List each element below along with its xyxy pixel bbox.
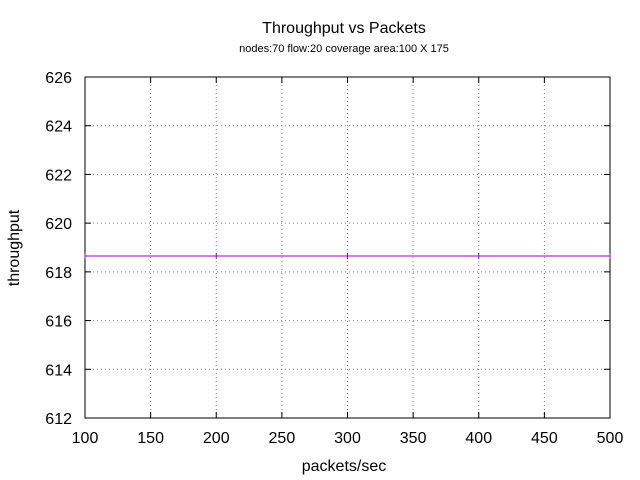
ticks: 100 150 200 250 300 350 400 450 500 612 614 616 618 6… bbox=[45, 70, 623, 447]
x-tick-label: 150 bbox=[137, 430, 164, 447]
x-tick-label: 300 bbox=[334, 430, 361, 447]
x-tick-label: 200 bbox=[203, 430, 230, 447]
y-tick-label: 618 bbox=[45, 265, 72, 282]
y-tick-label: 624 bbox=[45, 119, 72, 136]
y-tick-label: 614 bbox=[45, 362, 72, 379]
x-tick-label: 350 bbox=[400, 430, 427, 447]
x-tick-label: 400 bbox=[465, 430, 492, 447]
x-tick-label: 100 bbox=[72, 430, 99, 447]
x-tick-label: 500 bbox=[597, 430, 624, 447]
y-tick-label: 622 bbox=[45, 167, 72, 184]
y-tick-label: 612 bbox=[45, 411, 72, 428]
y-axis-label: throughput bbox=[6, 209, 23, 286]
series bbox=[84, 253, 611, 260]
plot-frame bbox=[84, 76, 611, 419]
y-tick-label: 626 bbox=[45, 70, 72, 87]
y-tick-label: 620 bbox=[45, 216, 72, 233]
chart-title: Throughput vs Packets bbox=[262, 20, 426, 37]
x-tick-label: 450 bbox=[531, 430, 558, 447]
y-tick-label: 616 bbox=[45, 314, 72, 331]
x-tick-label: 250 bbox=[269, 430, 296, 447]
grid bbox=[85, 77, 610, 418]
chart-subtitle: nodes:70 flow:20 coverage area:100 X 175 bbox=[239, 43, 449, 55]
x-axis-label: packets/sec bbox=[302, 458, 386, 475]
